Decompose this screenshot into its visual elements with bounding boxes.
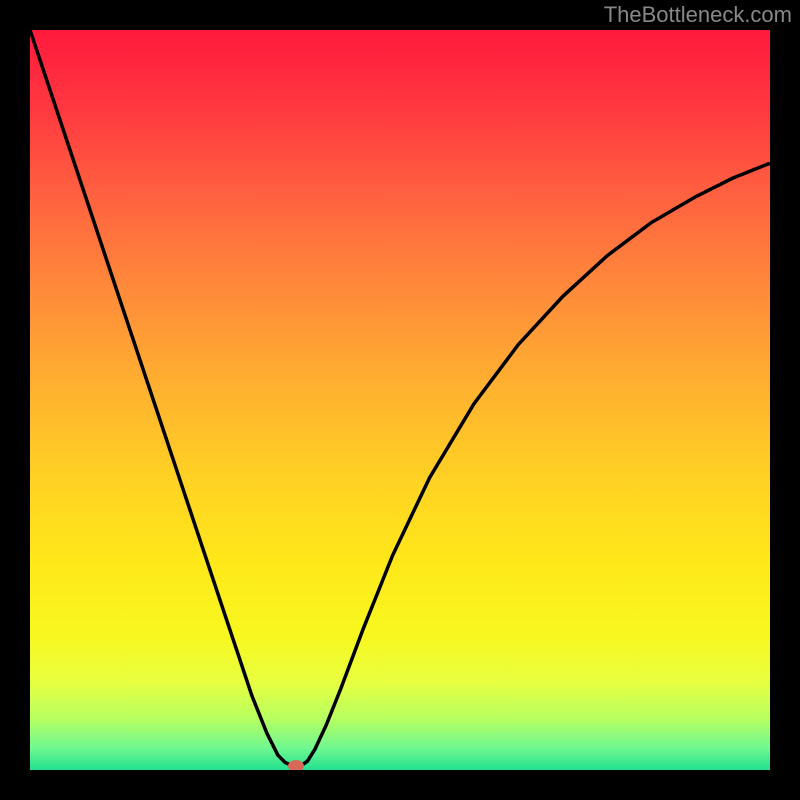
watermark-text: TheBottleneck.com [604, 2, 792, 28]
left-branch-curve [30, 30, 291, 765]
minimum-marker [288, 760, 304, 770]
curve-layer [30, 30, 770, 770]
right-branch-curve [302, 163, 770, 765]
plot-area [30, 30, 770, 770]
